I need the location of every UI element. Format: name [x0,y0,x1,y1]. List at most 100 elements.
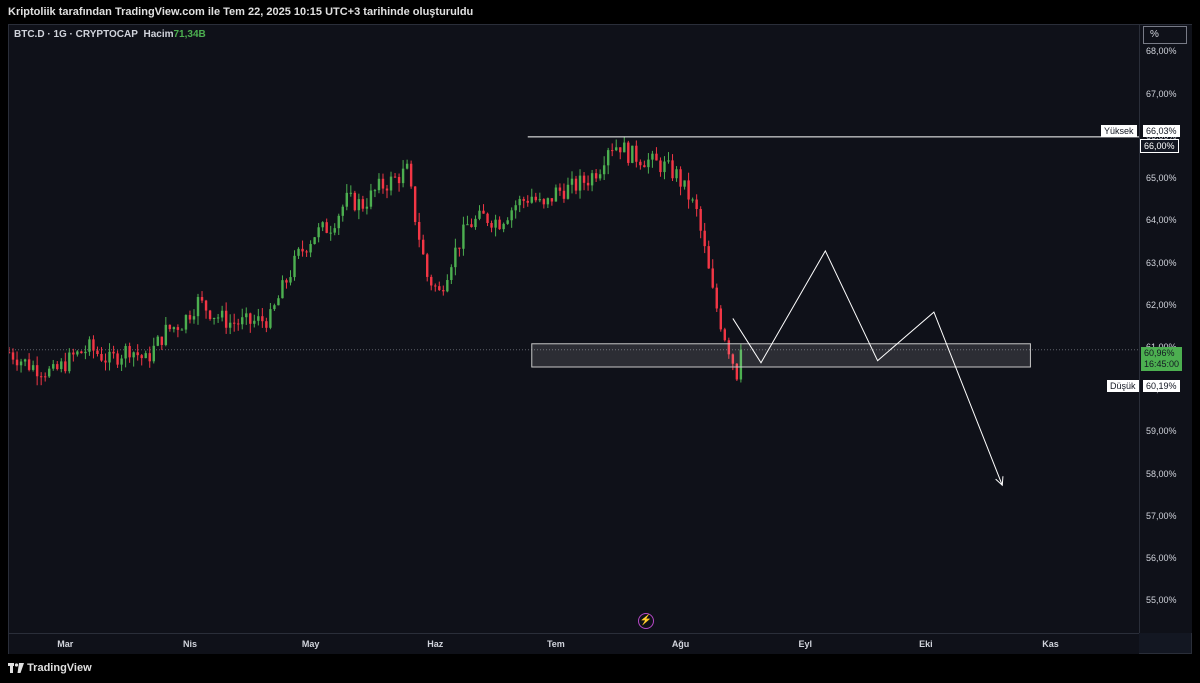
price-axis[interactable] [1139,25,1192,633]
candle[interactable] [522,196,525,209]
candle[interactable] [627,140,630,166]
candle[interactable] [132,351,135,367]
candle[interactable] [39,372,43,386]
candle[interactable] [538,192,542,203]
candle[interactable] [48,366,51,379]
candle[interactable] [253,314,256,328]
candle[interactable] [313,236,316,245]
candle[interactable] [293,250,296,281]
candle[interactable] [301,240,304,257]
candle[interactable] [152,337,155,364]
candle[interactable] [446,274,449,293]
candle[interactable] [176,324,180,338]
candle[interactable] [466,215,469,226]
candle[interactable] [285,278,288,289]
candle[interactable] [470,218,473,228]
candle[interactable] [615,139,618,152]
candle[interactable] [19,358,23,373]
candle[interactable] [498,216,501,230]
candle[interactable] [474,215,477,230]
candle[interactable] [84,345,87,360]
candle[interactable] [220,305,224,322]
candle[interactable] [52,359,55,371]
candle[interactable] [510,207,513,228]
candle[interactable] [490,220,493,233]
candle[interactable] [458,247,461,257]
candle[interactable] [216,313,220,323]
candle[interactable] [574,175,578,195]
candle[interactable] [325,218,328,234]
candle[interactable] [389,171,393,196]
candle[interactable] [96,346,99,357]
candle[interactable] [381,173,385,194]
candle[interactable] [108,343,111,371]
candle[interactable] [417,212,421,248]
candle[interactable] [140,354,143,366]
candle[interactable] [462,216,465,256]
candle[interactable] [245,307,248,325]
candle[interactable] [321,221,324,232]
candle[interactable] [554,184,558,202]
candle[interactable] [277,295,280,306]
candle[interactable] [112,345,115,359]
price-chart[interactable] [9,25,1139,633]
candle[interactable] [27,353,31,372]
candle[interactable] [31,360,35,372]
candle[interactable] [192,309,196,324]
candle[interactable] [156,335,159,347]
candle[interactable] [160,336,164,350]
candle[interactable] [305,249,308,257]
candle[interactable] [598,169,602,181]
candle[interactable] [426,252,429,282]
candle[interactable] [711,259,714,289]
candle[interactable] [269,303,272,330]
candle[interactable] [727,337,731,359]
candle[interactable] [172,326,176,333]
candle[interactable] [413,186,417,226]
candle[interactable] [124,343,127,368]
candle[interactable] [23,358,27,367]
candle[interactable] [699,206,702,239]
candle[interactable] [249,312,252,333]
candle[interactable] [56,361,59,371]
candle[interactable] [631,145,634,164]
candle[interactable] [385,184,389,199]
candle[interactable] [610,143,614,157]
candle[interactable] [232,313,236,332]
candle[interactable] [542,198,546,209]
candle[interactable] [619,147,622,160]
candle[interactable] [454,238,457,276]
candle[interactable] [530,188,533,204]
candle[interactable] [43,372,47,382]
candle[interactable] [675,166,678,182]
candle[interactable] [659,157,662,177]
candle[interactable] [663,156,666,180]
candle[interactable] [289,270,292,286]
chart-legend[interactable]: BTC.D · 1G · CRYPTOCAP Hacim71,34B [14,29,206,40]
candle[interactable] [651,150,654,168]
candle[interactable] [735,363,739,381]
candle[interactable] [241,308,244,330]
candle[interactable] [104,353,107,371]
candle[interactable] [550,198,554,206]
candle[interactable] [128,342,131,363]
percent-scale-button[interactable]: % [1143,26,1187,44]
candle[interactable] [68,348,71,374]
candle[interactable] [92,335,95,359]
candle[interactable] [88,336,91,356]
candle[interactable] [273,303,276,311]
candle[interactable] [643,160,646,168]
candle[interactable] [208,309,212,321]
candle[interactable] [329,225,332,241]
candle[interactable] [120,354,123,372]
candle[interactable] [357,193,361,220]
candle[interactable] [739,344,743,383]
candle[interactable] [35,356,39,386]
candle[interactable] [341,204,344,222]
candle[interactable] [188,310,192,324]
candle[interactable] [526,195,529,207]
candle[interactable] [9,347,11,354]
candle[interactable] [136,344,139,361]
candle[interactable] [518,195,521,213]
candle[interactable] [184,314,188,334]
